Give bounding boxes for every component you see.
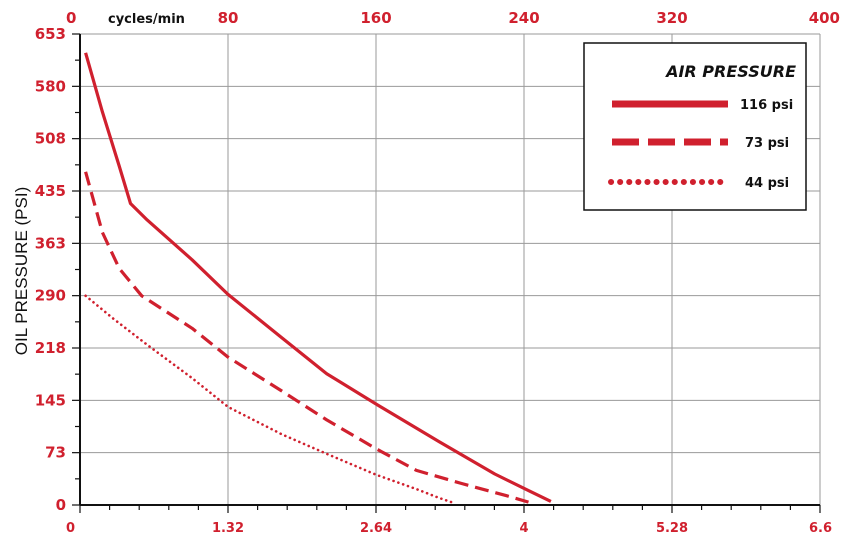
top-axis-tick-label: 240 <box>508 9 539 27</box>
y-tick-label: 290 <box>35 287 66 305</box>
legend-label-116psi: 116 psi <box>740 98 793 113</box>
top-axis-tick-label: 320 <box>656 9 687 27</box>
x-tick-label: 1.32 <box>212 521 244 536</box>
ticks-layer: 0 1.32 2.64 4 5.28 6.6 0 73 145 218 290 363 435 508 58… <box>35 9 840 536</box>
series-line-dotted <box>84 294 457 505</box>
series-line-solid <box>84 52 552 503</box>
y-tick-label: 653 <box>35 25 66 43</box>
axes-layer <box>72 33 821 513</box>
y-tick-label: 73 <box>45 444 66 462</box>
y-tick-label: 145 <box>35 391 66 409</box>
legend-label-73psi: 73 psi <box>745 136 789 151</box>
top-axis-tick-label: 400 <box>809 9 840 27</box>
top-axis-tick-label: 160 <box>360 9 391 27</box>
y-tick-label: 580 <box>35 77 66 95</box>
x-tick-label: 2.64 <box>360 521 392 536</box>
top-axis-tick-label: 0 <box>66 9 76 27</box>
y-tick-label: 218 <box>35 339 66 357</box>
y-tick-label: 435 <box>35 182 66 200</box>
series-line-dashed <box>84 171 529 504</box>
top-axis-tick-label: 80 <box>218 9 239 27</box>
y-tick-label: 363 <box>35 234 66 252</box>
x-tick-label: 5.28 <box>656 521 688 536</box>
x-tick-label: 0 <box>66 521 75 536</box>
legend-title: AIR PRESSURE <box>664 62 796 81</box>
x-tick-label: 6.6 <box>809 521 832 536</box>
legend: AIR PRESSURE 116 psi 73 psi 44 psi <box>583 42 807 211</box>
legend-label-44psi: 44 psi <box>745 176 789 191</box>
x-tick-label: 4 <box>519 521 528 536</box>
y-tick-label: 508 <box>35 130 66 148</box>
y-axis-label: OIL PRESSURE (PSI) <box>12 187 31 355</box>
y-tick-label: 0 <box>56 496 66 514</box>
series-layer <box>84 52 552 505</box>
top-axis-unit-label: cycles/min <box>108 12 185 27</box>
